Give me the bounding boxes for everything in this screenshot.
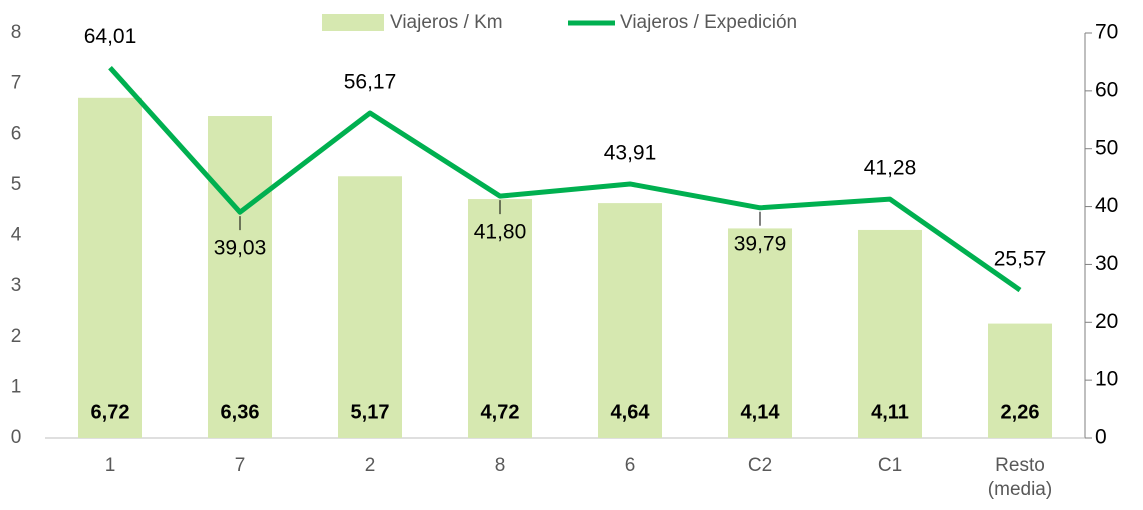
x-tick-label: C1 — [878, 455, 902, 476]
line-value-label: 56,17 — [344, 71, 397, 94]
y2-tick-label: 70 — [1095, 21, 1118, 44]
legend-label: Viajeros / Km — [390, 12, 503, 33]
bar — [338, 176, 402, 439]
bar — [728, 228, 792, 438]
y-tick-label: 5 — [11, 174, 22, 195]
y2-tick-label: 20 — [1095, 310, 1118, 333]
legend-label: Viajeros / Expedición — [620, 12, 797, 33]
bar — [858, 229, 922, 438]
y2-tick-label: 10 — [1095, 368, 1118, 391]
line-value-label: 41,80 — [474, 221, 527, 244]
x-tick-label: 8 — [495, 455, 506, 476]
line-value-label: 39,79 — [734, 232, 787, 255]
bar — [988, 323, 1052, 438]
line-value-label: 41,28 — [864, 157, 917, 180]
bar-value-label: 4,72 — [481, 401, 520, 423]
bar-value-label: 5,17 — [351, 401, 390, 423]
y-tick-label: 1 — [11, 376, 22, 397]
bar — [78, 97, 142, 439]
bar-value-label: 6,36 — [221, 401, 260, 423]
y-tick-label: 3 — [11, 275, 22, 296]
x-tick-label: 2 — [365, 455, 376, 476]
bar-value-label: 2,26 — [1001, 401, 1040, 423]
line-value-label: 39,03 — [214, 237, 267, 260]
y-tick-label: 6 — [11, 123, 22, 144]
bar-value-label: 4,14 — [741, 401, 781, 423]
legend-swatch — [322, 14, 384, 31]
y-tick-label: 0 — [11, 427, 22, 448]
x-tick-label: C2 — [748, 455, 772, 476]
x-tick-label: 6 — [625, 455, 636, 476]
y2-tick-label: 50 — [1095, 136, 1118, 159]
x-tick-label: 1 — [105, 455, 116, 476]
bar-value-label: 6,72 — [91, 401, 130, 423]
y2-tick-label: 40 — [1095, 194, 1118, 217]
bar — [598, 203, 662, 438]
y-tick-label: 7 — [11, 73, 22, 94]
x-tick-label: Resto (media) — [988, 455, 1052, 500]
y2-tick-label: 30 — [1095, 252, 1118, 275]
line-value-label: 43,91 — [604, 141, 657, 164]
bar — [208, 116, 272, 439]
y-tick-label: 2 — [11, 326, 22, 347]
y-tick-label: 4 — [11, 225, 22, 246]
bar-value-label: 4,64 — [611, 401, 651, 423]
y-tick-label: 8 — [11, 22, 22, 43]
line — [108, 65, 1022, 293]
bar-value-label: 4,11 — [871, 401, 909, 423]
x-tick-label-line: (media) — [988, 479, 1052, 500]
x-tick-label: 7 — [235, 455, 246, 476]
y2-tick-label: 60 — [1095, 78, 1118, 101]
line-value-label: 25,57 — [994, 248, 1047, 271]
line-value-label: 64,01 — [84, 25, 137, 48]
bar — [468, 199, 532, 438]
y2-tick-label: 0 — [1095, 426, 1107, 449]
x-tick-label-line: Resto — [995, 455, 1045, 476]
